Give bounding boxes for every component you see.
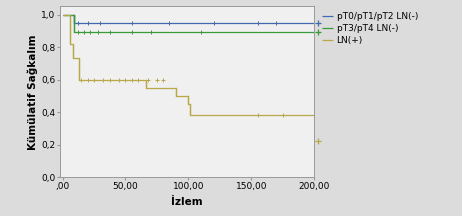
Point: [279, 114, 286, 117]
pT0/pT1/pT2 LN(-): [70, 13, 75, 16]
Y-axis label: Kümülatif Sağkalım: Kümülatif Sağkalım: [28, 34, 38, 149]
LN(+): [141, 78, 147, 81]
Point: [197, 31, 205, 34]
LN(+): [311, 114, 317, 117]
Line: pT0/pT1/pT2 LN(-): pT0/pT1/pT2 LN(-): [62, 15, 314, 23]
Point: [80, 31, 88, 34]
Point: [97, 21, 104, 24]
pT0/pT1/pT2 LN(-): [70, 13, 75, 16]
LN(+): [67, 43, 73, 45]
LN(+): [70, 57, 75, 60]
LN(+): [187, 103, 192, 105]
Point: [74, 21, 81, 24]
pT0/pT1/pT2 LN(-): [71, 21, 77, 24]
LN(+): [76, 57, 82, 60]
pT0/pT1/pT2 LN(-): [60, 13, 65, 16]
LN(+): [173, 86, 178, 89]
LN(+): [174, 95, 180, 97]
Point: [86, 31, 94, 34]
X-axis label: İzlem: İzlem: [171, 197, 203, 207]
Point: [210, 21, 217, 24]
Point: [107, 78, 114, 81]
LN(+): [311, 114, 317, 117]
LN(+): [66, 13, 72, 16]
pT3/pT4 LN(-): [70, 13, 75, 16]
pT3/pT4 LN(-): [70, 13, 75, 16]
Point: [134, 78, 142, 81]
LN(+): [143, 86, 148, 89]
LN(+): [97, 78, 103, 81]
LN(+): [75, 57, 80, 60]
Point: [166, 21, 173, 24]
LN(+): [174, 95, 180, 97]
Line: pT3/pT4 LN(-): pT3/pT4 LN(-): [62, 15, 314, 32]
pT3/pT4 LN(-): [311, 31, 317, 34]
pT3/pT4 LN(-): [73, 31, 79, 34]
Point: [107, 31, 114, 34]
pT3/pT4 LN(-): [160, 31, 166, 34]
Point: [273, 21, 280, 24]
Point: [147, 31, 154, 34]
LN(+): [70, 43, 75, 45]
LN(+): [66, 13, 72, 16]
Point: [84, 78, 91, 81]
pT0/pT1/pT2 LN(-): [71, 13, 77, 16]
pT0/pT1/pT2 LN(-): [311, 21, 317, 24]
Point: [314, 31, 322, 34]
Line: LN(+): LN(+): [62, 15, 314, 115]
LN(+): [67, 13, 73, 16]
LN(+): [186, 103, 191, 105]
Point: [153, 78, 161, 81]
LN(+): [198, 114, 204, 117]
pT3/pT4 LN(-): [162, 31, 167, 34]
LN(+): [75, 57, 80, 60]
pT3/pT4 LN(-): [73, 31, 79, 34]
LN(+): [99, 78, 104, 81]
LN(+): [60, 13, 65, 16]
LN(+): [187, 114, 192, 117]
LN(+): [141, 78, 147, 81]
LN(+): [200, 114, 205, 117]
pT3/pT4 LN(-): [60, 13, 65, 16]
LN(+): [71, 57, 77, 60]
Point: [78, 78, 85, 81]
LN(+): [71, 57, 77, 60]
Point: [314, 21, 322, 24]
LN(+): [186, 95, 191, 97]
Point: [254, 21, 261, 24]
Point: [116, 78, 123, 81]
pT0/pT1/pT2 LN(-): [311, 21, 317, 24]
pT3/pT4 LN(-): [311, 31, 317, 34]
pT3/pT4 LN(-): [162, 31, 167, 34]
LN(+): [143, 78, 148, 81]
pT3/pT4 LN(-): [73, 31, 78, 34]
pT3/pT4 LN(-): [160, 31, 166, 34]
Point: [74, 31, 81, 34]
Point: [128, 21, 135, 24]
Point: [128, 31, 135, 34]
LN(+): [200, 114, 205, 117]
LN(+): [97, 78, 103, 81]
Point: [314, 140, 322, 143]
pT3/pT4 LN(-): [73, 31, 78, 34]
LN(+): [173, 95, 178, 97]
pT3/pT4 LN(-): [71, 13, 77, 16]
Point: [94, 31, 102, 34]
Point: [84, 21, 91, 24]
Point: [159, 78, 167, 81]
Legend: pT0/pT1/pT2 LN(-), pT3/pT4 LN(-), LN(+): pT0/pT1/pT2 LN(-), pT3/pT4 LN(-), LN(+): [321, 11, 419, 46]
pT3/pT4 LN(-): [71, 31, 77, 34]
Point: [145, 78, 152, 81]
Point: [99, 78, 107, 81]
Point: [122, 78, 129, 81]
LN(+): [99, 78, 104, 81]
Point: [91, 78, 98, 81]
Point: [128, 78, 135, 81]
Point: [254, 114, 261, 117]
LN(+): [76, 78, 82, 81]
LN(+): [198, 114, 204, 117]
